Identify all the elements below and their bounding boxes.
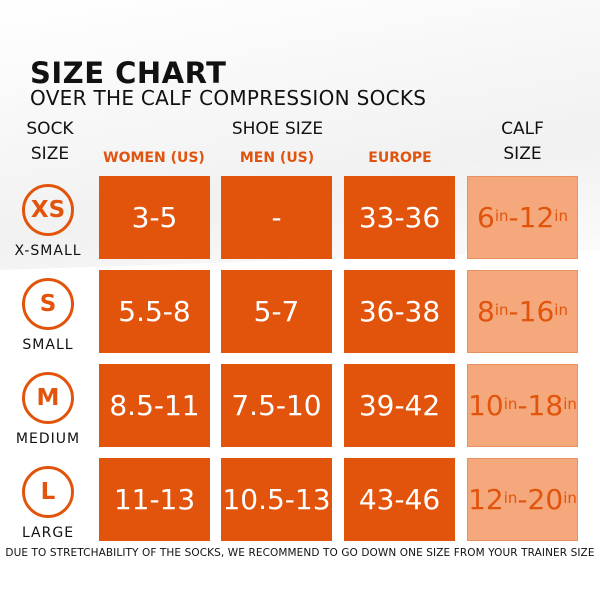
cell-calf: 8 in -16 in	[467, 270, 578, 353]
unit: in	[494, 300, 509, 319]
cell-men: -	[221, 176, 332, 259]
page-subtitle: OVER THE CALF COMPRESSION SOCKS	[30, 86, 427, 110]
cell-europe: 33-36	[344, 176, 455, 259]
calf-min: 6	[477, 201, 495, 234]
header-line: SIZE	[503, 144, 542, 164]
column-header-men: MEN (US)	[239, 150, 315, 166]
size-badge-l: L	[22, 466, 74, 518]
cell-europe: 43-46	[344, 458, 455, 541]
sock-size-header: SOCK SIZE	[15, 117, 85, 167]
size-name: MEDIUM	[15, 431, 81, 447]
column-header-women: WOMEN (US)	[103, 150, 205, 166]
cell-women: 8.5-11	[99, 364, 210, 447]
cell-men: 7.5-10	[221, 364, 332, 447]
unit: in	[494, 206, 509, 225]
calf-max: 12	[518, 201, 555, 234]
calf-max: 16	[518, 295, 555, 328]
cell-europe: 36-38	[344, 270, 455, 353]
calf-min: 12	[468, 483, 504, 516]
calf-max: 18	[527, 389, 564, 422]
cell-calf: 12 in -20 in	[467, 458, 578, 541]
page-title: SIZE CHART	[30, 56, 227, 90]
header-line: SIZE	[30, 144, 70, 164]
shoe-size-header: SHOE SIZE	[231, 119, 324, 139]
unit: in	[563, 394, 577, 413]
size-badge-xs: XS	[22, 184, 74, 236]
unit: in	[563, 488, 577, 507]
unit: in	[503, 488, 518, 507]
header-line: SOCK	[26, 119, 74, 139]
size-badge-s: S	[22, 278, 74, 330]
header-line: CALF	[501, 119, 544, 139]
calf-size-header: CALF SIZE	[470, 117, 575, 167]
cell-men: 10.5-13	[221, 458, 332, 541]
cell-women: 5.5-8	[99, 270, 210, 353]
footer-note: DUE TO STRETCHABILITY OF THE SOCKS, WE R…	[5, 547, 595, 559]
cell-calf: 6 in -12 in	[467, 176, 578, 259]
cell-men: 5-7	[221, 270, 332, 353]
cell-women: 3-5	[99, 176, 210, 259]
column-header-europe: EUROPE	[368, 150, 432, 166]
size-name: X-SMALL	[14, 243, 82, 259]
unit: in	[554, 206, 568, 225]
calf-min: 8	[477, 295, 495, 328]
calf-max: 20	[527, 483, 564, 516]
cell-women: 11-13	[99, 458, 210, 541]
calf-min: 10	[468, 389, 504, 422]
size-name: LARGE	[21, 525, 75, 541]
size-badge-m: M	[22, 372, 74, 424]
cell-europe: 39-42	[344, 364, 455, 447]
size-name: SMALL	[22, 337, 74, 353]
unit: in	[554, 300, 568, 319]
unit: in	[503, 394, 518, 413]
cell-calf: 10 in -18 in	[467, 364, 578, 447]
